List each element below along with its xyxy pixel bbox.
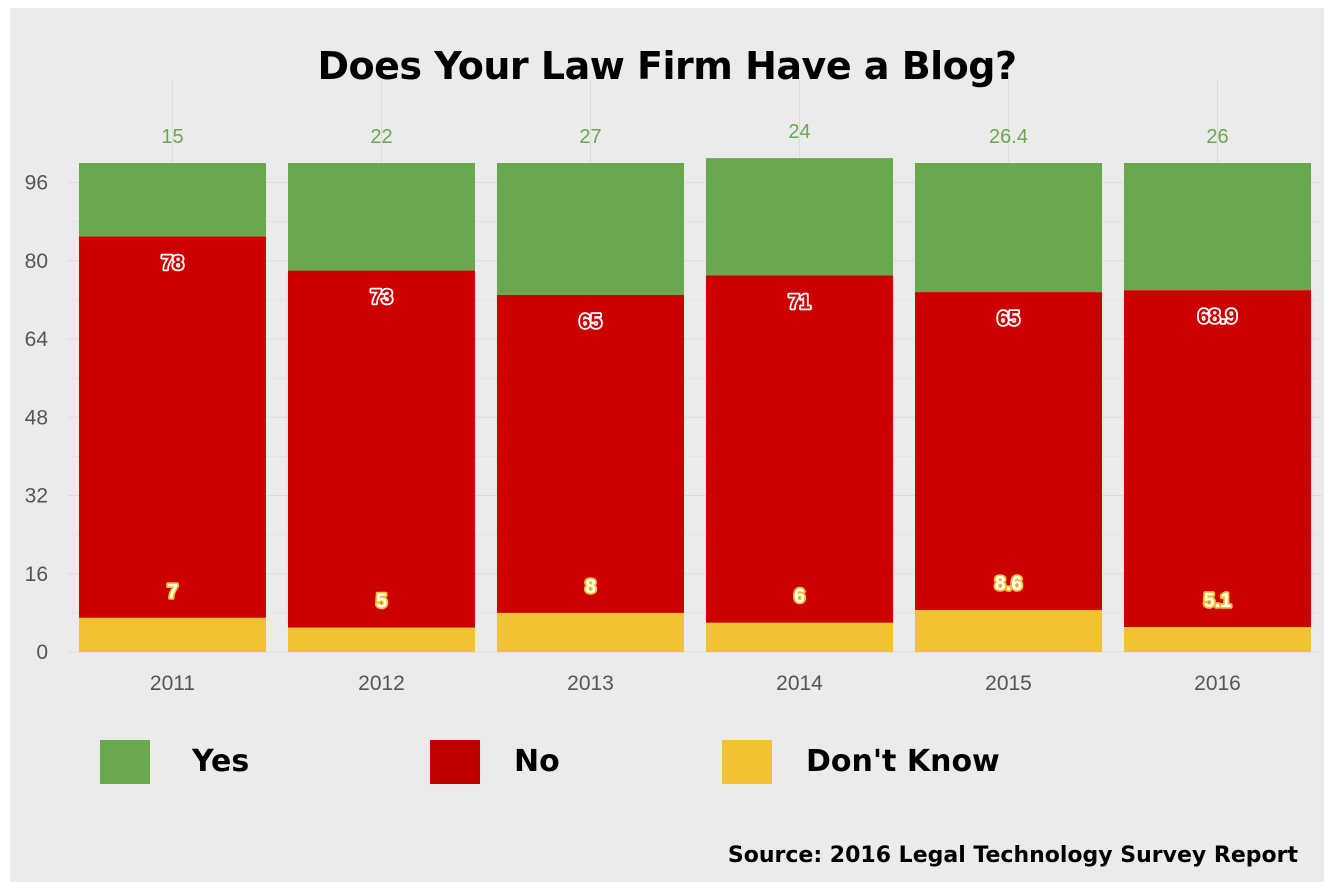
data-label-no-2015: 65 bbox=[997, 308, 1019, 330]
legend-label-dont-know: Don't Know bbox=[806, 744, 1000, 779]
x-tick-label-2014: 2014 bbox=[776, 672, 823, 695]
bar-yes-2014 bbox=[705, 158, 894, 276]
x-tick-label-2011: 2011 bbox=[150, 672, 195, 695]
bar-yes-2012 bbox=[287, 163, 476, 271]
bar-no-2016 bbox=[1123, 290, 1312, 628]
bar-dont-know-2012 bbox=[287, 627, 476, 652]
x-tick-label-2016: 2016 bbox=[1194, 672, 1241, 695]
y-tick-label-48: 48 bbox=[25, 406, 48, 429]
data-label-yes-2016: 26 bbox=[1206, 126, 1228, 148]
bar-no-2013 bbox=[496, 295, 685, 613]
legend-label-no: No bbox=[514, 744, 560, 779]
bar-dont-know-2016 bbox=[1123, 627, 1312, 652]
y-tick-label-0: 0 bbox=[36, 641, 48, 664]
y-tick-label-80: 80 bbox=[25, 250, 48, 273]
legend-swatch-yes bbox=[100, 740, 150, 784]
data-label-no-2016: 68.9 bbox=[1198, 306, 1237, 328]
data-label-dont-know-2011: 7 bbox=[167, 581, 178, 603]
bar-yes-2011 bbox=[78, 163, 267, 237]
data-label-no-2011: 78 bbox=[161, 252, 183, 274]
bar-dont-know-2011 bbox=[78, 617, 267, 652]
data-label-dont-know-2015: 8.6 bbox=[995, 573, 1023, 595]
data-label-no-2012: 73 bbox=[370, 287, 392, 309]
chart-title: Does Your Law Firm Have a Blog? bbox=[317, 44, 1017, 88]
y-tick-label-64: 64 bbox=[25, 328, 49, 351]
bar-yes-2016 bbox=[1123, 163, 1312, 291]
bar-yes-2013 bbox=[496, 163, 685, 296]
x-tick-label-2012: 2012 bbox=[358, 672, 405, 695]
legend-swatch-no bbox=[430, 740, 480, 784]
bar-dont-know-2013 bbox=[496, 612, 685, 652]
y-tick-label-32: 32 bbox=[25, 485, 48, 508]
y-tick-label-96: 96 bbox=[25, 172, 48, 195]
bar-no-2014 bbox=[705, 275, 894, 623]
data-label-yes-2012: 22 bbox=[370, 126, 392, 148]
data-label-yes-2014: 24 bbox=[788, 121, 810, 143]
y-tick-label-16: 16 bbox=[25, 563, 48, 586]
bar-no-2011 bbox=[78, 236, 267, 618]
data-label-dont-know-2016: 5.1 bbox=[1204, 590, 1232, 612]
data-label-yes-2011: 15 bbox=[161, 126, 183, 148]
bar-no-2015 bbox=[914, 292, 1103, 610]
data-label-yes-2013: 27 bbox=[579, 126, 601, 148]
bar-dont-know-2015 bbox=[914, 609, 1103, 652]
legend-label-yes: Yes bbox=[192, 744, 250, 779]
legend-swatch-dont-know bbox=[722, 740, 772, 784]
data-label-dont-know-2014: 6 bbox=[794, 586, 805, 608]
data-label-yes-2015: 26.4 bbox=[989, 126, 1028, 148]
data-label-no-2013: 65 bbox=[579, 311, 601, 333]
bar-yes-2015 bbox=[914, 163, 1103, 293]
bar-dont-know-2014 bbox=[705, 622, 894, 652]
data-label-no-2014: 71 bbox=[788, 291, 810, 313]
data-label-dont-know-2012: 5 bbox=[376, 591, 387, 613]
x-tick-label-2015: 2015 bbox=[985, 672, 1032, 695]
x-tick-label-2013: 2013 bbox=[567, 672, 614, 695]
data-label-dont-know-2013: 8 bbox=[585, 576, 596, 598]
bar-no-2012 bbox=[287, 270, 476, 628]
source-caption: Source: 2016 Legal Technology Survey Rep… bbox=[727, 843, 1298, 868]
